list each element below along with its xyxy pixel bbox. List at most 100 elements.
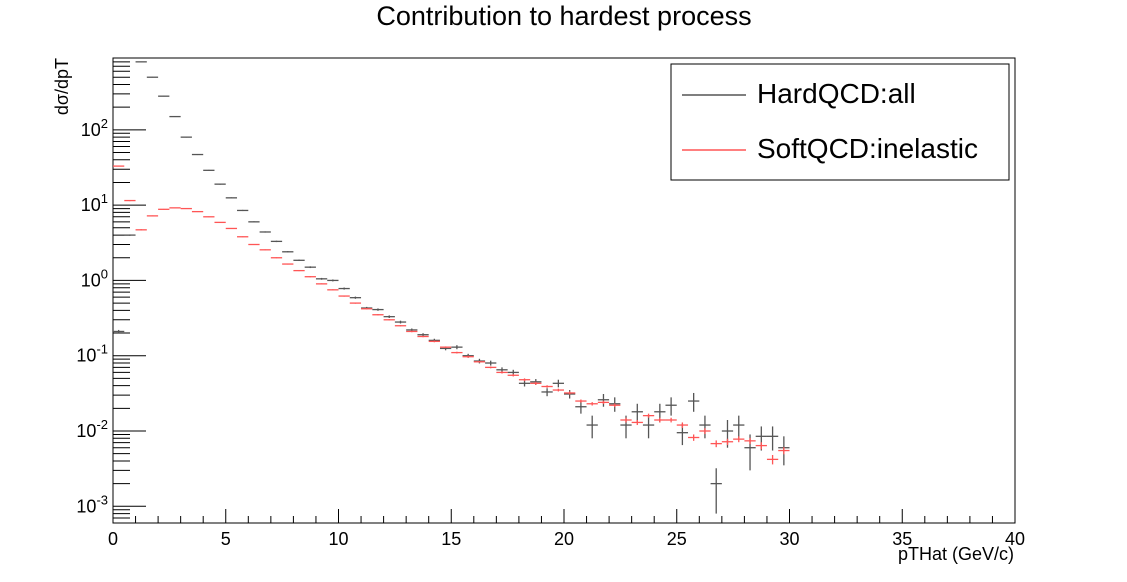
data-point (225, 227, 238, 230)
data-point (158, 208, 170, 210)
y-tick-label: 101 (81, 191, 108, 215)
series-layer (113, 61, 790, 514)
data-point (203, 216, 215, 218)
data-point (327, 279, 339, 282)
x-tick-label: 5 (221, 529, 231, 549)
data-point (338, 287, 350, 290)
data-point (349, 296, 362, 299)
data-point (766, 455, 779, 465)
series-softqcd (113, 165, 790, 465)
data-point (259, 231, 271, 233)
data-point (620, 417, 632, 423)
x-tick-label: 10 (328, 529, 348, 549)
data-point (631, 403, 643, 423)
data-point (665, 417, 677, 423)
data-point (372, 308, 384, 311)
data-point (361, 308, 373, 310)
data-point (315, 283, 328, 285)
data-point (113, 329, 125, 334)
x-axis: 0 5 10 15 20 25 30 35 40 (108, 509, 1025, 549)
x-tick-label: 0 (108, 529, 118, 549)
y-tick-label: 10-1 (76, 342, 108, 366)
x-tick-label: 40 (1005, 529, 1025, 549)
data-point (575, 401, 587, 414)
data-point (575, 399, 587, 403)
data-point (270, 257, 283, 259)
data-point (564, 391, 576, 395)
data-point (282, 251, 294, 253)
data-point (383, 315, 395, 318)
data-point (214, 183, 226, 185)
data-point (248, 243, 260, 246)
data-point (282, 263, 294, 265)
data-point (541, 385, 553, 388)
data-point (518, 380, 531, 387)
data-point (191, 153, 204, 156)
data-point (180, 207, 192, 210)
data-point (293, 259, 305, 262)
y-tick-label: 10-2 (76, 417, 108, 441)
data-point (654, 417, 666, 423)
data-point (304, 276, 316, 278)
chart-title: Contribution to hardest process (376, 1, 751, 31)
data-point (688, 434, 700, 441)
data-point (237, 236, 249, 238)
data-point (169, 115, 181, 118)
data-point (180, 136, 192, 138)
data-point (496, 371, 508, 374)
data-point (406, 330, 418, 333)
data-point (293, 269, 305, 272)
data-point (710, 468, 722, 514)
data-point (755, 442, 767, 450)
data-point (169, 207, 181, 209)
data-point (710, 440, 722, 448)
data-point (721, 438, 734, 446)
data-point (158, 95, 170, 97)
data-point (473, 361, 486, 363)
data-point (778, 447, 790, 455)
data-point (203, 169, 215, 171)
data-point (462, 355, 474, 358)
x-tick-label: 20 (554, 529, 574, 549)
data-point (394, 325, 407, 327)
data-point (113, 165, 125, 167)
data-point (372, 314, 384, 316)
y-tick-label: 10-3 (76, 492, 108, 516)
x-tick-label: 25 (667, 529, 687, 549)
legend-box (670, 63, 1010, 181)
legend-label-softqcd: SoftQCD:inelastic (757, 133, 978, 164)
data-point (124, 199, 136, 202)
data-point (485, 360, 497, 366)
data-point (699, 415, 711, 439)
data-point (586, 415, 598, 439)
data-point (631, 420, 643, 426)
data-point (676, 422, 689, 428)
y-tick-label: 102 (81, 116, 108, 140)
data-point (451, 351, 463, 354)
data-point (507, 374, 519, 377)
data-point (451, 345, 463, 350)
data-point (642, 415, 655, 439)
data-point (315, 277, 328, 280)
data-point (124, 234, 136, 236)
data-point (248, 221, 260, 223)
data-point (744, 437, 756, 445)
x-tick-label: 15 (441, 529, 461, 549)
data-point (552, 388, 564, 392)
data-point (349, 302, 362, 304)
data-point (259, 249, 271, 251)
x-tick-label: 30 (779, 529, 799, 549)
data-point (541, 388, 553, 397)
data-point (146, 76, 159, 78)
data-point (665, 397, 677, 416)
data-point (237, 209, 249, 212)
data-point (439, 346, 452, 348)
data-point (417, 335, 429, 338)
data-point (394, 320, 407, 324)
data-point (642, 413, 655, 418)
data-point (214, 221, 226, 224)
data-point (135, 61, 147, 63)
data-point (383, 319, 395, 321)
data-point (699, 428, 711, 435)
